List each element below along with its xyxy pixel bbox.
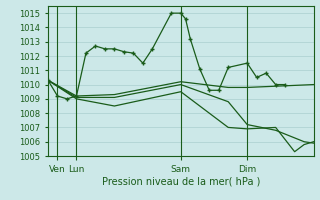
X-axis label: Pression niveau de la mer( hPa ): Pression niveau de la mer( hPa ) [102,177,260,187]
